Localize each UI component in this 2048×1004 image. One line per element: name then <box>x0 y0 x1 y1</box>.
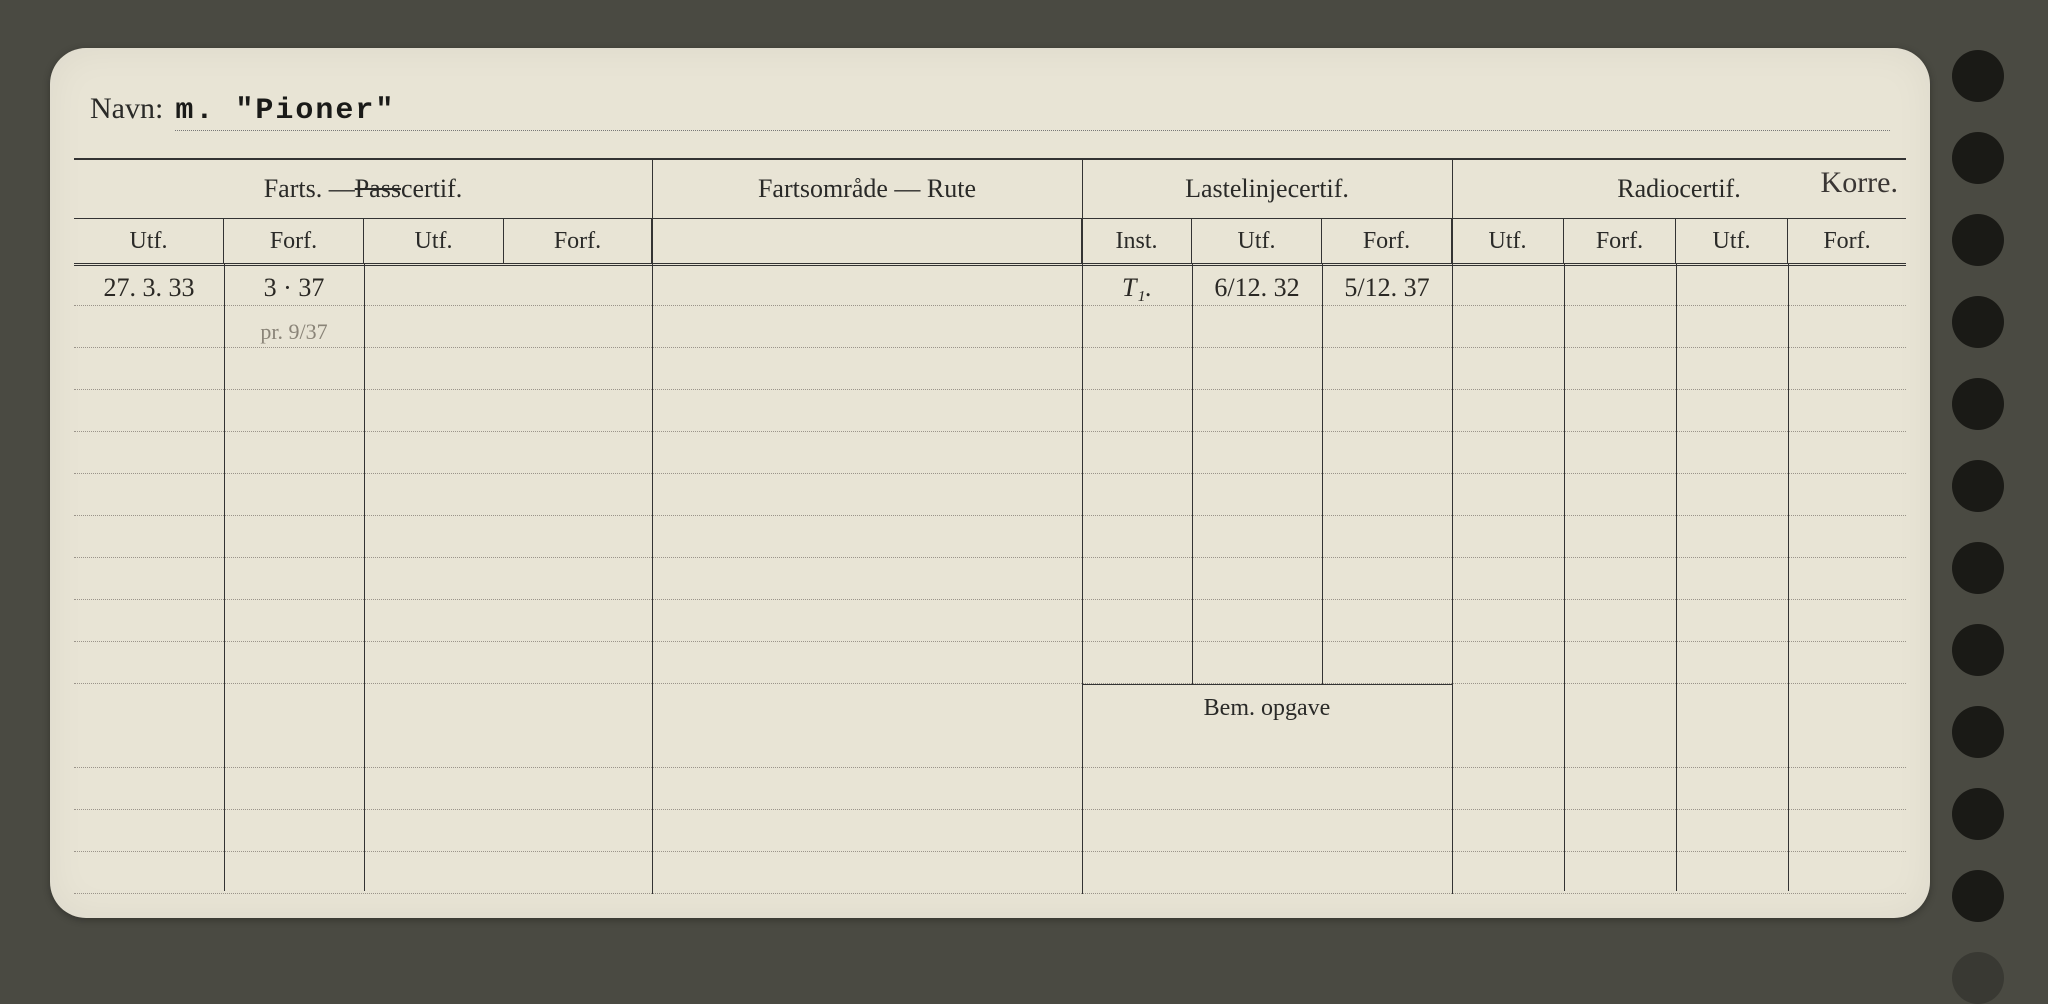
table-row <box>74 558 1906 600</box>
radio-handwritten-annot: Korre. <box>1821 166 1898 200</box>
cell-laste-utf: 6/12. 32 <box>1192 264 1322 305</box>
punch-hole <box>1952 50 2004 102</box>
table: Farts. — Pass certif. Fartsområde — Rute… <box>74 158 1906 894</box>
sub-radio-forf2: Forf. <box>1788 219 1906 263</box>
sub-laste-utf: Utf. <box>1192 219 1322 263</box>
index-card: Navn: m. "Pioner" Farts. — Pass certif. … <box>50 48 1930 918</box>
cell <box>1452 264 1564 305</box>
navn-value: m. "Pioner" <box>175 94 1890 131</box>
group-radio-label: Radiocertif. <box>1617 174 1740 204</box>
cell-farts-utf: 27. 3. 33 <box>74 264 224 305</box>
cell <box>1564 264 1676 305</box>
sub-laste-forf: Forf. <box>1322 219 1452 263</box>
table-row: 27. 3. 33 3 · 37 T₁. 6/12. 32 5/12. 37 <box>74 264 1906 306</box>
sub-radio-utf2: Utf. <box>1676 219 1788 263</box>
cell-farts-forf-note: pr. 9/37 <box>224 306 364 347</box>
cell <box>504 264 652 305</box>
table-row <box>74 894 1906 918</box>
cell-laste-forf: 5/12. 37 <box>1322 264 1452 305</box>
sub-farts-utf: Utf. <box>74 219 224 263</box>
cell-laste-inst: T₁. <box>1082 264 1192 305</box>
cell <box>652 264 1082 305</box>
cell-farts-forf: 3 · 37 <box>224 264 364 305</box>
table-row <box>74 432 1906 474</box>
table-row <box>74 642 1906 684</box>
bem-opgave-header: Bem. opgave <box>1082 684 1452 722</box>
punch-hole <box>1952 870 2004 922</box>
sub-rute <box>652 219 1082 263</box>
punch-holes <box>1952 50 2004 1004</box>
table-row <box>74 516 1906 558</box>
punch-hole <box>1952 214 2004 266</box>
sub-pass-utf: Utf. <box>364 219 504 263</box>
header-subs: Utf. Forf. Utf. Forf. Inst. Utf. Forf. U… <box>74 218 1906 264</box>
sub-farts-forf: Forf. <box>224 219 364 263</box>
navn-label: Navn: <box>90 92 163 126</box>
punch-hole <box>1952 706 2004 758</box>
table-row <box>74 768 1906 810</box>
sub-laste-inst: Inst. <box>1082 219 1192 263</box>
group-farts-post: certif. <box>401 174 462 204</box>
punch-hole <box>1952 952 2004 1004</box>
group-farts: Farts. — Pass certif. <box>74 160 652 218</box>
table-row <box>74 600 1906 642</box>
group-farts-strike: Pass <box>355 174 401 204</box>
cell <box>364 264 504 305</box>
cell <box>1788 264 1906 305</box>
table-row: pr. 9/37 <box>74 306 1906 348</box>
sub-pass-forf: Forf. <box>504 219 652 263</box>
group-radio: Radiocertif. Korre. <box>1452 160 1906 218</box>
punch-hole <box>1952 378 2004 430</box>
punch-hole <box>1952 460 2004 512</box>
table-body: 27. 3. 33 3 · 37 T₁. 6/12. 32 5/12. 37 p… <box>74 264 1906 891</box>
sub-radio-utf1: Utf. <box>1452 219 1564 263</box>
cell <box>74 306 224 347</box>
cell <box>1676 264 1788 305</box>
table-row <box>74 390 1906 432</box>
group-rute: Fartsområde — Rute <box>652 160 1082 218</box>
sub-radio-forf1: Forf. <box>1564 219 1676 263</box>
punch-hole <box>1952 788 2004 840</box>
table-row <box>74 810 1906 852</box>
table-row <box>74 852 1906 894</box>
punch-hole <box>1952 624 2004 676</box>
table-row <box>74 474 1906 516</box>
navn-row: Navn: m. "Pioner" <box>90 92 1890 136</box>
punch-hole <box>1952 542 2004 594</box>
header-groups: Farts. — Pass certif. Fartsområde — Rute… <box>74 160 1906 218</box>
group-laste: Lastelinjecertif. <box>1082 160 1452 218</box>
punch-hole <box>1952 132 2004 184</box>
table-row <box>74 348 1906 390</box>
group-farts-pre: Farts. — <box>264 174 355 204</box>
table-row <box>74 726 1906 768</box>
punch-hole <box>1952 296 2004 348</box>
page: Navn: m. "Pioner" Farts. — Pass certif. … <box>20 20 2028 959</box>
